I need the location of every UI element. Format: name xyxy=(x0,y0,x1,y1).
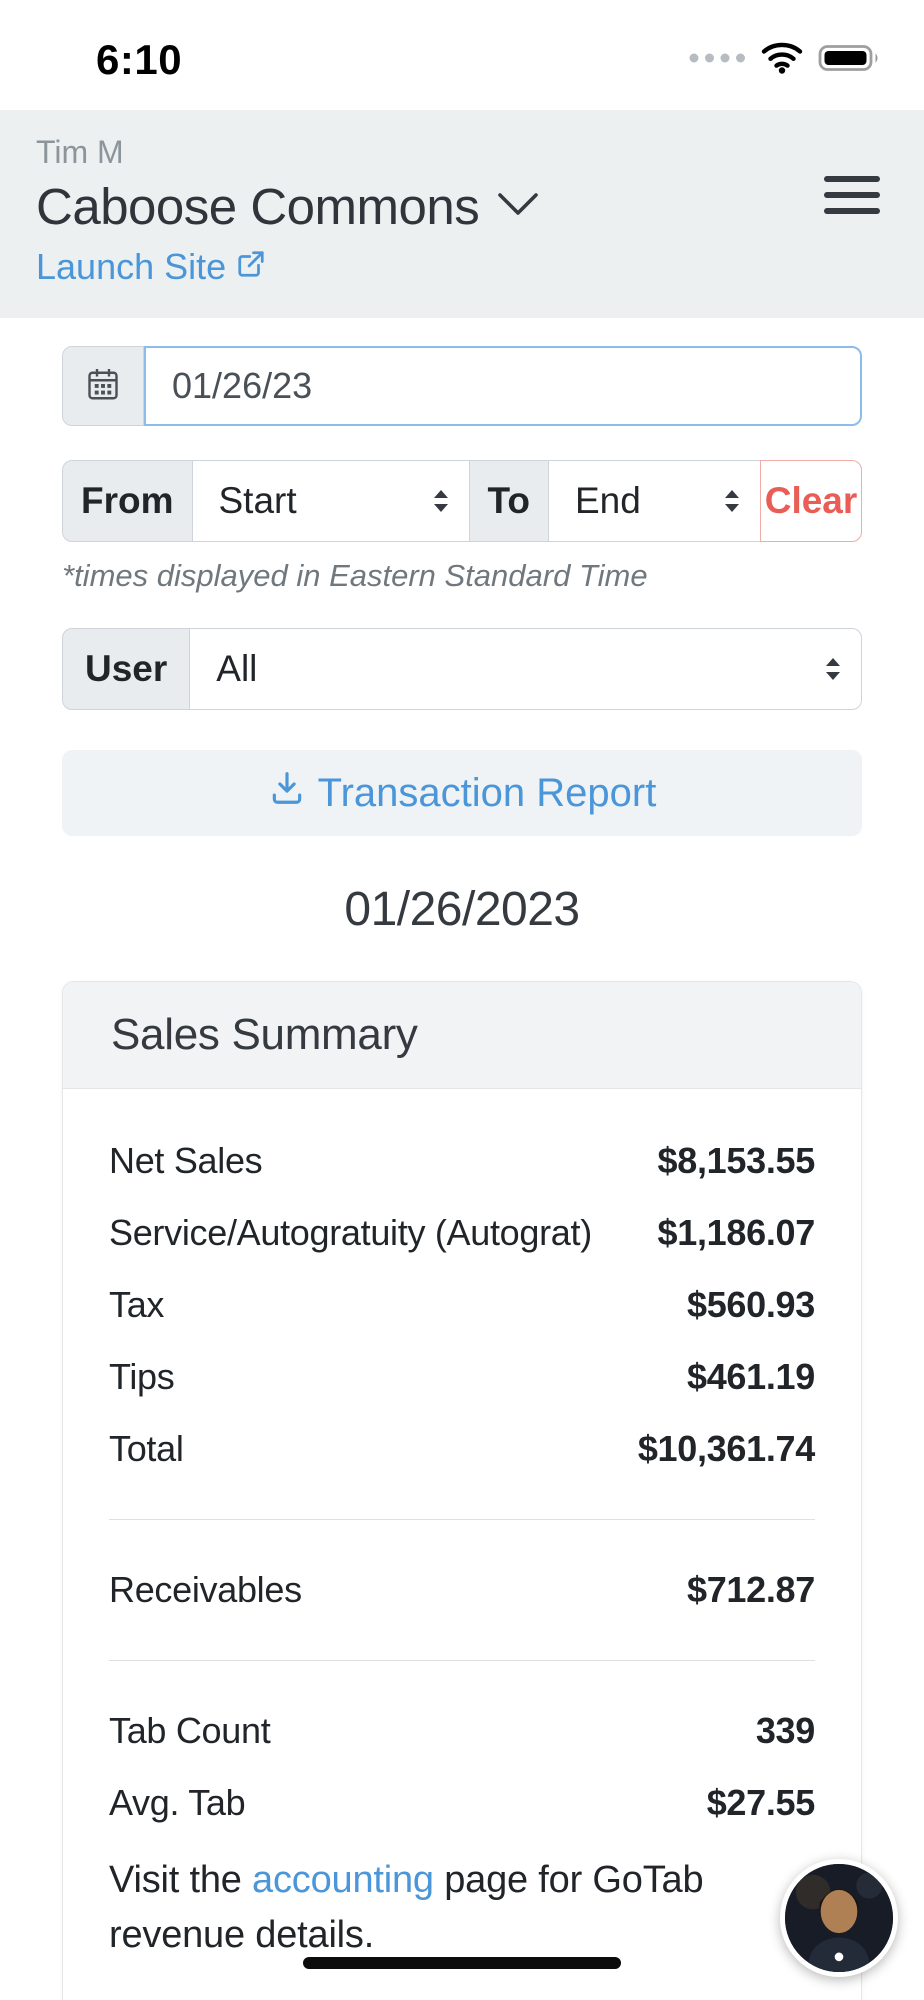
row-label: Receivables xyxy=(109,1569,302,1610)
accounting-link[interactable]: accounting xyxy=(252,1859,434,1901)
account-name: Tim M xyxy=(36,134,124,170)
row-value: $712.87 xyxy=(686,1569,815,1610)
time-range-group: From Start To End Clear xyxy=(62,460,862,542)
chevron-down-icon xyxy=(497,191,539,222)
venue-name: Caboose Commons xyxy=(36,178,480,235)
row-value: $27.55 xyxy=(706,1782,816,1823)
user-select-value: All xyxy=(216,648,258,689)
battery-icon xyxy=(818,43,882,78)
cellular-dots-icon xyxy=(688,51,746,69)
accounting-note: Visit the accounting page for GoTab reve… xyxy=(109,1853,815,1963)
end-time-select[interactable]: End xyxy=(547,460,761,542)
user-label: User xyxy=(62,628,191,710)
status-icons xyxy=(688,41,882,79)
row-label: Tax xyxy=(109,1284,165,1325)
date-input[interactable] xyxy=(144,346,862,426)
summary-row: Total $10,361.74 xyxy=(109,1413,815,1485)
venue-selector[interactable]: Caboose Commons xyxy=(36,177,884,236)
start-time-select[interactable]: Start xyxy=(191,460,470,542)
from-label: From xyxy=(62,460,193,542)
end-time-value: End xyxy=(574,480,641,521)
launch-site-label: Launch Site xyxy=(36,246,227,287)
report-date-heading: 01/26/2023 xyxy=(344,883,580,936)
timezone-note: *times displayed in Eastern Standard Tim… xyxy=(62,558,648,593)
summary-row: Tips $461.19 xyxy=(109,1341,815,1413)
divider xyxy=(109,1660,815,1661)
home-indicator[interactable] xyxy=(303,1957,621,1969)
sales-summary-body: Net Sales $8,153.55 Service/Autogratuity… xyxy=(63,1089,861,2000)
sort-icon xyxy=(807,654,843,684)
summary-row: Net Sales $8,153.55 xyxy=(109,1125,815,1197)
row-value: $8,153.55 xyxy=(657,1140,816,1181)
hamburger-icon xyxy=(824,176,880,182)
summary-row: Avg. Tab $27.55 xyxy=(109,1767,815,1839)
menu-button[interactable] xyxy=(824,176,880,214)
note-suffix: page for GoTab revenue details. xyxy=(109,1859,704,1957)
external-link-icon xyxy=(236,246,266,288)
row-label: Avg. Tab xyxy=(109,1782,246,1823)
user-filter-group: User All xyxy=(62,628,862,710)
summary-row: Tax $560.93 xyxy=(109,1269,815,1341)
row-label: Tab Count xyxy=(109,1710,271,1751)
to-label: To xyxy=(468,460,549,542)
sort-icon xyxy=(706,486,742,516)
app-header: Tim M Caboose Commons Launch Site xyxy=(0,110,924,318)
transaction-report-button[interactable]: Transaction Report xyxy=(62,750,862,836)
row-label: Service/Autogratuity (Autograt) xyxy=(109,1212,592,1253)
row-label: Total xyxy=(109,1428,184,1469)
row-value: $1,186.07 xyxy=(657,1212,816,1253)
date-picker-group xyxy=(62,346,862,426)
main-content: From Start To End Clear *times displayed… xyxy=(0,346,924,2000)
avatar-photo xyxy=(785,1864,893,1972)
summary-row: Tab Count 339 xyxy=(109,1695,815,1767)
chat-avatar[interactable] xyxy=(780,1859,898,1977)
download-icon xyxy=(268,769,306,817)
row-value: $461.19 xyxy=(686,1356,815,1397)
divider xyxy=(109,1519,815,1520)
clock: 6:10 xyxy=(96,36,183,83)
sales-summary-card: Sales Summary Net Sales $8,153.55 Servic… xyxy=(62,981,862,2000)
row-label: Tips xyxy=(109,1356,175,1397)
sort-icon xyxy=(415,486,451,516)
note-prefix: Visit the xyxy=(109,1859,253,1901)
calendar-icon xyxy=(85,366,121,407)
start-time-value: Start xyxy=(218,480,297,521)
summary-row: Receivables $712.87 xyxy=(109,1554,815,1626)
transaction-report-label: Transaction Report xyxy=(317,770,657,815)
user-select[interactable]: All xyxy=(189,628,862,710)
status-bar: 6:10 xyxy=(0,0,924,110)
sales-summary-title: Sales Summary xyxy=(63,982,861,1089)
calendar-button[interactable] xyxy=(62,346,144,426)
summary-row: Service/Autogratuity (Autograt) $1,186.0… xyxy=(109,1197,815,1269)
row-value: $560.93 xyxy=(686,1284,815,1325)
row-value: $10,361.74 xyxy=(637,1428,815,1469)
row-label: Net Sales xyxy=(109,1140,263,1181)
row-value: 339 xyxy=(755,1710,815,1751)
clear-button[interactable]: Clear xyxy=(760,460,862,542)
launch-site-link[interactable]: Launch Site xyxy=(36,246,266,288)
wifi-icon xyxy=(760,41,804,79)
